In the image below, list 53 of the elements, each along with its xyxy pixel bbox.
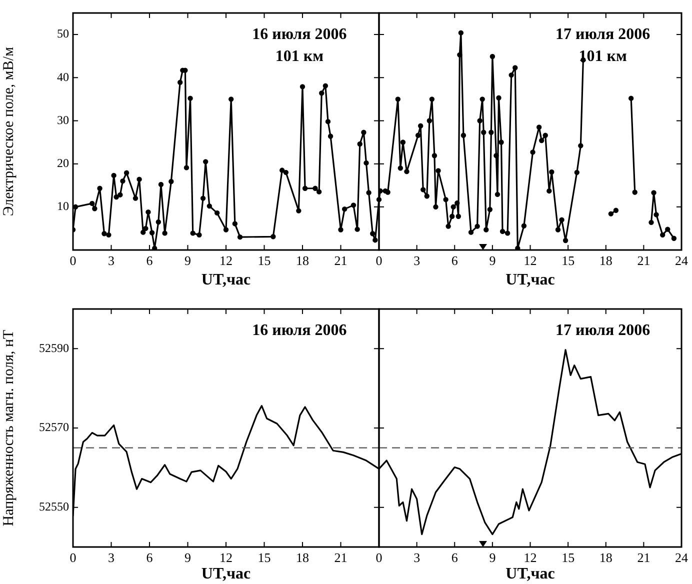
annotation: 17 июля 2006 bbox=[556, 26, 650, 43]
x-tick-label: 12 bbox=[220, 253, 232, 268]
x-tick-label: 0 bbox=[70, 550, 76, 566]
x-axis-title: UT,час bbox=[506, 566, 555, 583]
x-axis-title: UT,час bbox=[506, 272, 555, 289]
y-axis-title: Электрическое поле, мВ/м bbox=[0, 46, 17, 216]
x-tick-label: 18 bbox=[599, 550, 612, 566]
y-tick-label: 30 bbox=[57, 112, 69, 127]
y-tick-label: 20 bbox=[57, 156, 69, 170]
x-tick-label: 21 bbox=[637, 550, 650, 566]
x-tick-label: 9 bbox=[489, 550, 496, 566]
y-axis-title: Напряженность магн. поля, нТ bbox=[0, 330, 17, 526]
annotation: 17 июля 2006 bbox=[556, 322, 650, 339]
x-tick-label: 18 bbox=[296, 253, 309, 268]
x-tick-label: 15 bbox=[562, 253, 575, 268]
x-axis-title: UT,час bbox=[201, 566, 251, 583]
x-tick-label: 21 bbox=[334, 253, 348, 268]
x-tick-label: 9 bbox=[184, 253, 191, 268]
x-tick-label: 21 bbox=[334, 550, 348, 566]
x-axis-title: UT,час bbox=[201, 272, 251, 289]
x-tick-label: 24 bbox=[675, 550, 688, 566]
annotation: 16 июля 2006 bbox=[252, 26, 347, 43]
x-tick-label: 9 bbox=[184, 550, 191, 566]
x-tick-label: 12 bbox=[524, 253, 537, 268]
x-tick-label: 18 bbox=[599, 253, 612, 268]
x-tick-label: 21 bbox=[637, 253, 650, 268]
x-tick-label: 3 bbox=[108, 550, 114, 566]
x-tick-label: 15 bbox=[258, 550, 271, 566]
x-tick-label: 0 bbox=[376, 253, 382, 268]
y-tick-label: 52570 bbox=[39, 420, 69, 434]
y-tick-label: 52590 bbox=[39, 340, 69, 355]
x-tick-label: 24 bbox=[675, 253, 688, 268]
x-tick-label: 6 bbox=[146, 253, 154, 268]
y-tick-label: 40 bbox=[57, 70, 69, 84]
y-tick-label: 50 bbox=[57, 26, 69, 41]
x-tick-label: 18 bbox=[296, 550, 309, 566]
x-tick-label: 6 bbox=[451, 550, 458, 566]
annotation: 16 июля 2006 bbox=[252, 322, 347, 339]
x-tick-label: 12 bbox=[220, 550, 232, 566]
y-tick-label: 52550 bbox=[39, 499, 69, 514]
x-tick-label: 3 bbox=[414, 550, 420, 566]
x-tick-label: 3 bbox=[108, 253, 114, 268]
x-tick-label: 15 bbox=[258, 253, 271, 268]
x-tick-label: 15 bbox=[562, 550, 575, 566]
annotation: 101 км bbox=[275, 48, 324, 65]
x-tick-label: 9 bbox=[489, 253, 496, 268]
x-tick-label: 3 bbox=[414, 253, 420, 268]
x-tick-label: 6 bbox=[146, 550, 154, 566]
x-tick-label: 0 bbox=[376, 550, 382, 566]
x-tick-label: 0 bbox=[70, 253, 76, 268]
y-tick-label: 10 bbox=[57, 199, 69, 214]
x-tick-label: 6 bbox=[451, 253, 458, 268]
x-tick-label: 12 bbox=[524, 550, 537, 566]
